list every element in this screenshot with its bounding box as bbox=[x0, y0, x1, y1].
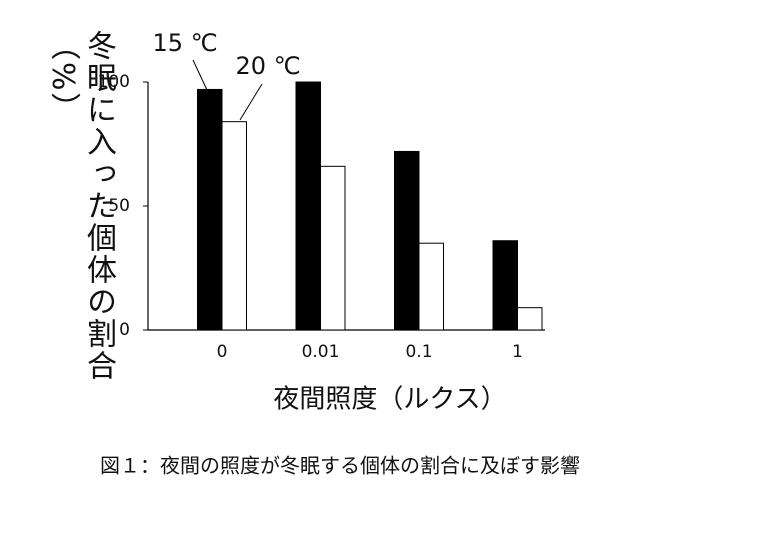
bar bbox=[418, 242, 444, 331]
leader-line bbox=[192, 59, 208, 91]
leader-line bbox=[239, 83, 263, 121]
bar bbox=[197, 88, 223, 331]
bar bbox=[295, 81, 321, 331]
bar bbox=[394, 150, 420, 331]
y-tick-label: 0 bbox=[119, 320, 130, 340]
x-tick-label: 0.01 bbox=[302, 342, 340, 362]
x-axis-label: 夜間照度（ルクス） bbox=[273, 385, 506, 415]
y-axis-label: 冬眠に入った個体の割合（%） bbox=[45, 30, 116, 382]
caption: 図１：夜間の照度が冬眠する個体の割合に及ぼす影響 bbox=[100, 454, 580, 478]
bar bbox=[492, 240, 518, 331]
x-tick-label: 1 bbox=[512, 342, 523, 362]
x-tick-label: 0 bbox=[217, 342, 228, 362]
bar bbox=[221, 121, 247, 331]
y-tick-label: 100 bbox=[98, 72, 130, 92]
bar bbox=[320, 165, 346, 331]
legend-label: 20 ℃ bbox=[235, 52, 300, 80]
x-tick-label: 0.1 bbox=[405, 342, 432, 362]
bar bbox=[517, 307, 543, 331]
y-tick-label: 50 bbox=[108, 196, 130, 216]
legend-label: 15 ℃ bbox=[152, 29, 217, 57]
